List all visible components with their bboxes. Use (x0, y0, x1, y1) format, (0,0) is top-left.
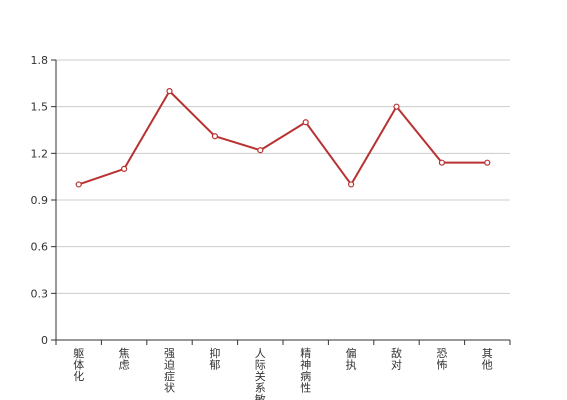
x-tick-label: 躯体化 (73, 347, 84, 383)
y-tick-labels: 0 0.3 0.6 0.9 1.2 1.5 1.8 (31, 54, 49, 347)
axes (51, 59, 511, 345)
data-point (211, 133, 218, 140)
data-point (75, 181, 82, 188)
x-tick-label: 偏执 (346, 346, 357, 372)
data-point (166, 88, 173, 95)
data-point (120, 165, 128, 172)
x-tick-label: 精神病性 (300, 347, 311, 395)
data-point (302, 119, 309, 126)
y-tick-label: 1.5 (31, 101, 49, 114)
x-tick-label: 其他 (482, 347, 493, 372)
y-tick-label: 0.3 (31, 287, 49, 300)
grid-lines (56, 59, 510, 294)
data-point (257, 147, 264, 154)
x-tick-label: 抑郁 (209, 346, 220, 372)
x-tick-label: 焦虑 (119, 347, 130, 372)
x-tick-label: 强迫症状 (164, 347, 175, 395)
y-tick-label: 1.2 (31, 147, 49, 160)
y-tick-label: 0.6 (31, 241, 49, 254)
data-point (393, 103, 400, 110)
y-tick-label: 1.8 (31, 54, 49, 67)
data-point (484, 159, 491, 166)
x-tick-label: 敌对 (391, 346, 402, 372)
x-tick-label: 人际关系敏感 (255, 347, 266, 400)
series (75, 88, 491, 188)
data-point (438, 159, 445, 166)
series-line (78, 90, 488, 186)
x-tick-label: 恐怖 (436, 347, 447, 372)
y-tick-label: 0.9 (31, 194, 49, 207)
data-point (348, 181, 355, 188)
x-tick-labels: 躯体化 焦虑 强迫症状 抑郁 人际关系敏感 精神病性 偏执 敌对 恐怖 其他 (73, 346, 493, 400)
y-tick-label: 0 (41, 334, 48, 347)
